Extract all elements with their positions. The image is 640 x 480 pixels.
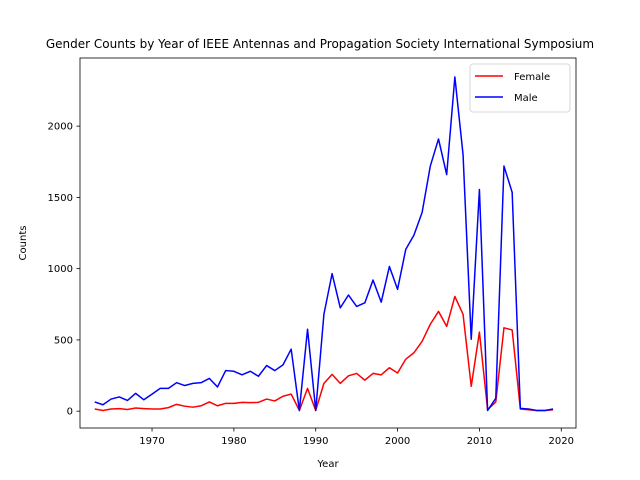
series-lines — [94, 76, 554, 412]
x-tick-label: 2020 — [549, 436, 574, 447]
x-axis-ticks: 1970 1980 1990 2000 2010 2020 — [139, 428, 574, 447]
legend-label-female: Female — [514, 72, 550, 83]
x-tick-label: 2000 — [385, 436, 410, 447]
x-tick-label: 2010 — [467, 436, 492, 447]
chart-title: Gender Counts by Year of IEEE Antennas a… — [46, 37, 594, 51]
y-tick-label: 2000 — [48, 122, 73, 133]
series-line-male — [94, 76, 554, 412]
x-tick-label: 1990 — [303, 436, 328, 447]
x-tick-label: 1980 — [221, 436, 246, 447]
y-tick-label: 1000 — [48, 264, 73, 275]
y-axis-ticks: 0 500 1000 1500 2000 — [48, 122, 80, 418]
series-line-female — [94, 295, 554, 412]
y-tick-label: 1500 — [48, 193, 73, 204]
plot-frame — [79, 57, 577, 429]
x-axis-label: Year — [316, 459, 339, 470]
y-axis-label: Counts — [18, 226, 29, 261]
y-tick-label: 0 — [67, 407, 73, 418]
y-tick-label: 500 — [54, 335, 73, 346]
x-tick-label: 1970 — [139, 436, 164, 447]
legend: Female Male — [469, 63, 571, 113]
legend-label-male: Male — [514, 93, 538, 104]
